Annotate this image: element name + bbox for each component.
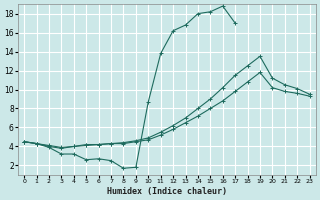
X-axis label: Humidex (Indice chaleur): Humidex (Indice chaleur)	[107, 187, 227, 196]
